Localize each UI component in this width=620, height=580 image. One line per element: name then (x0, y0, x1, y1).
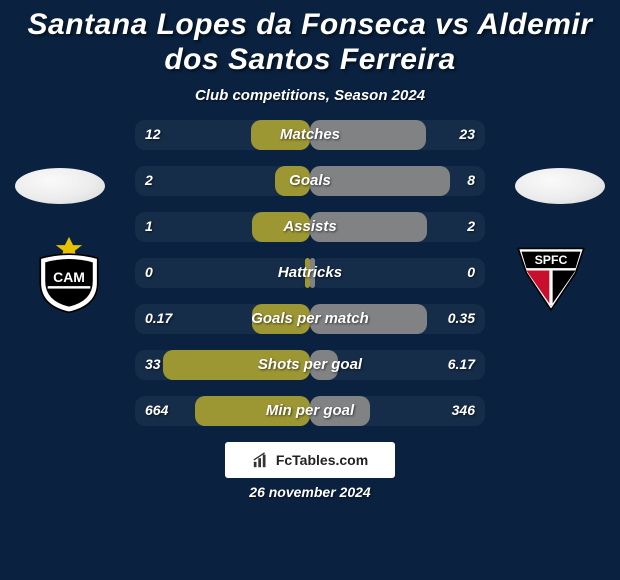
stat-row: Hattricks0 0 (135, 258, 485, 288)
stat-value-right: 0 (467, 264, 475, 280)
stat-value-right: 2 (467, 218, 475, 234)
svg-text:SPFC: SPFC (535, 253, 568, 267)
sao-paulo-crest-icon: SPFC (510, 232, 592, 314)
stat-row: Assists1 2 (135, 212, 485, 242)
footer-brand: FcTables.com (225, 442, 395, 478)
stat-value-right: 6.17 (448, 356, 475, 372)
stat-row: Goals2 8 (135, 166, 485, 196)
stat-label: Hattricks (135, 264, 485, 281)
stat-label: Min per goal (135, 402, 485, 419)
svg-text:CAM: CAM (53, 269, 85, 285)
footer-date: 26 november 2024 (0, 484, 620, 500)
stat-value-right: 23 (459, 126, 475, 142)
player-photo-left (15, 168, 105, 204)
stat-row: Min per goal664 346 (135, 396, 485, 426)
stat-row: Goals per match0.17 0.35 (135, 304, 485, 334)
stat-label: Matches (135, 126, 485, 143)
comparison-subtitle: Club competitions, Season 2024 (0, 81, 620, 118)
stat-row: Shots per goal33 6.17 (135, 350, 485, 380)
stat-value-left: 2 (145, 172, 153, 188)
footer-brand-text: FcTables.com (276, 452, 368, 468)
stat-row: Matches12 23 (135, 120, 485, 150)
stat-value-right: 346 (452, 402, 475, 418)
chart-icon (252, 451, 270, 469)
stat-label: Shots per goal (135, 356, 485, 373)
player-photo-right (515, 168, 605, 204)
club-logo-left: CAM (28, 232, 110, 314)
stat-value-right: 0.35 (448, 310, 475, 326)
stat-label: Goals (135, 172, 485, 189)
stat-value-right: 8 (467, 172, 475, 188)
stats-container: Matches1223Goals28Assists12Hattricks00Go… (135, 120, 485, 426)
stat-value-left: 664 (145, 402, 168, 418)
stat-value-left: 1 (145, 218, 153, 234)
stat-label: Assists (135, 218, 485, 235)
stat-value-left: 33 (145, 356, 161, 372)
stat-value-left: 12 (145, 126, 161, 142)
atletico-mineiro-crest-icon: CAM (28, 232, 110, 314)
comparison-title: Santana Lopes da Fonseca vs Aldemir dos … (0, 0, 620, 81)
stat-value-left: 0.17 (145, 310, 172, 326)
stat-label: Goals per match (135, 310, 485, 327)
stat-value-left: 0 (145, 264, 153, 280)
club-logo-right: SPFC (510, 232, 592, 314)
